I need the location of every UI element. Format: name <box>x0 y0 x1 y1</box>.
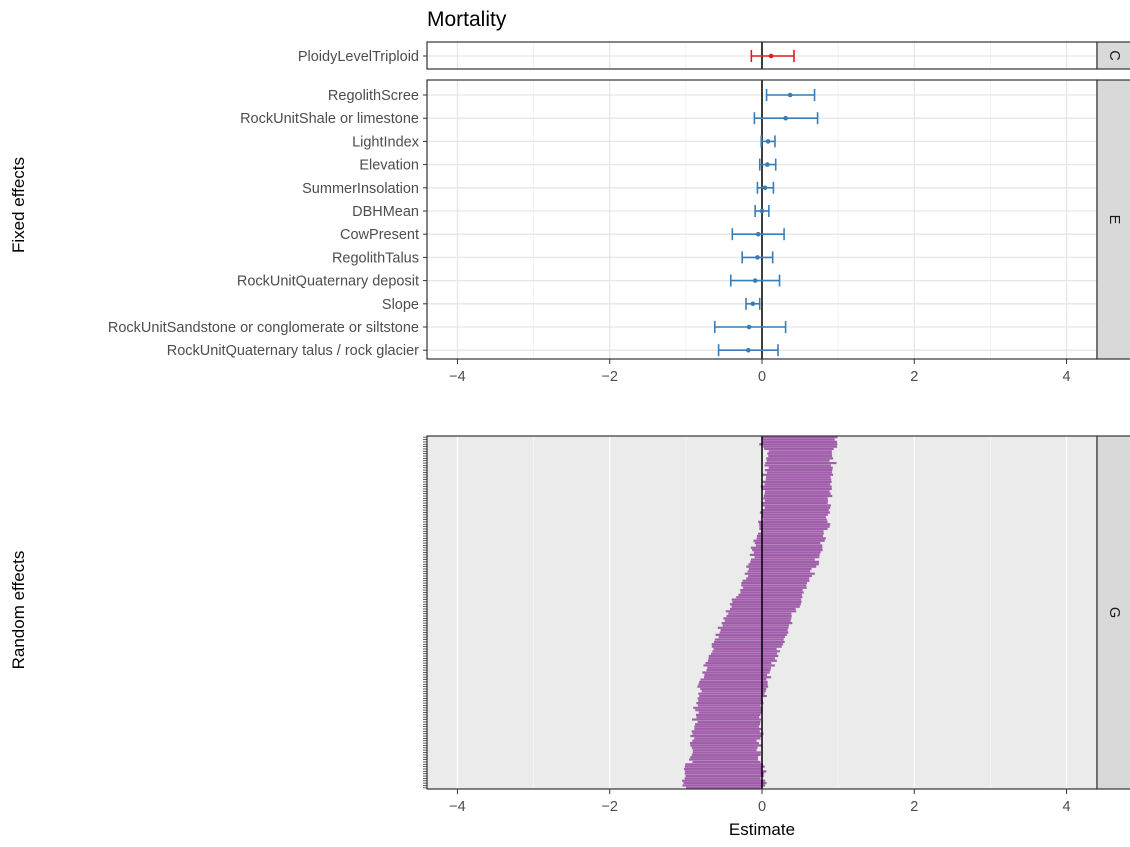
estimate-point <box>759 208 765 214</box>
effect-rockunitshale-or-limestone: RockUnitShale or limestone <box>240 111 819 127</box>
estimate-point <box>787 92 793 98</box>
effect-dbhmean: DBHMean <box>352 204 770 220</box>
y-tick-label: SummerInsolation <box>302 181 419 197</box>
y-tick-label: Elevation <box>359 158 419 174</box>
effect-cowpresent: CowPresent <box>340 227 785 243</box>
y-tick-label: RockUnitSandstone or conglomerate or sil… <box>108 320 419 336</box>
x-tick-label: 2 <box>910 369 918 385</box>
y-tick-label: RegolithScree <box>328 88 419 104</box>
effect-lightindex: LightIndex <box>352 134 776 150</box>
random-effect-ticks <box>423 436 427 789</box>
y-tick-label: RegolithTalus <box>332 250 419 266</box>
random-effect-rows <box>682 436 838 789</box>
effect-rockunitquaternary-deposit: RockUnitQuaternary deposit <box>237 274 781 290</box>
estimate-point <box>783 115 788 121</box>
strip-label: C <box>1106 50 1122 60</box>
estimate-point <box>755 231 761 237</box>
effect-rockunitsandstone-or-conglomerate-or-siltstone: RockUnitSandstone or conglomerate or sil… <box>108 320 787 336</box>
effect-ploidyleveltriploid: PloidyLevelTriploid <box>298 49 795 65</box>
x-axis: −4 −2 0 2 4 <box>449 359 1071 385</box>
x-axis-title: Estimate <box>729 820 795 839</box>
x-tick-label: −2 <box>601 369 618 385</box>
y-tick-label: DBHMean <box>352 204 419 220</box>
x-tick-label: 0 <box>758 799 766 815</box>
facet-strip <box>1096 79 1130 360</box>
panel-G: G −4 −2 0 2 4 <box>423 435 1130 815</box>
effect-regolithscree: RegolithScree <box>328 88 816 104</box>
x-tick-label: −4 <box>449 799 466 815</box>
y-label-fixed-effects: Fixed effects <box>9 157 28 253</box>
effect-slope: Slope <box>382 297 761 313</box>
x-axis: −4 −2 0 2 4 <box>449 789 1071 815</box>
panels-layer: PloidyLevelTriploid C RegolithScree RockUni… <box>108 41 1130 815</box>
strip-label: E <box>1106 215 1122 225</box>
y-tick-label: RockUnitQuaternary talus / rock glacier <box>167 343 419 359</box>
estimate-point <box>752 278 758 283</box>
x-tick-label: −4 <box>449 369 466 385</box>
facet-strip <box>1096 41 1130 70</box>
y-tick-label: RockUnitQuaternary deposit <box>237 274 419 290</box>
x-tick-label: 0 <box>758 369 766 385</box>
estimate-point <box>765 162 770 167</box>
estimate-point <box>765 139 771 144</box>
chart-title: Mortality <box>427 8 507 31</box>
y-label-random-effects: Random effects <box>9 551 28 670</box>
effect-elevation: Elevation <box>359 158 777 174</box>
estimate-point <box>762 185 768 191</box>
y-tick-label: Slope <box>382 297 419 313</box>
panel-C: PloidyLevelTriploid C <box>298 41 1130 70</box>
estimate-point <box>768 53 774 59</box>
x-tick-label: −2 <box>601 799 618 815</box>
strip-label: G <box>1106 607 1122 618</box>
effect-summerinsolation: SummerInsolation <box>302 181 775 197</box>
y-tick-label: PloidyLevelTriploid <box>298 49 419 65</box>
y-tick-label: RockUnitShale or limestone <box>240 111 419 127</box>
y-tick-label: CowPresent <box>340 227 419 243</box>
effect-rockunitquaternary-talus-rock-glacier: RockUnitQuaternary talus / rock glacier <box>167 343 779 359</box>
estimate-point <box>750 301 756 307</box>
estimate-point <box>755 255 760 260</box>
x-tick-label: 4 <box>1063 799 1071 815</box>
facet-strip <box>1096 435 1130 790</box>
panel-E: RegolithScree RockUnitShale or limestone L… <box>108 79 1130 385</box>
y-tick-label: LightIndex <box>352 134 420 150</box>
estimate-point <box>745 347 751 353</box>
x-tick-label: 4 <box>1063 369 1071 385</box>
effect-regolithtalus: RegolithTalus <box>332 250 774 266</box>
x-tick-label: 2 <box>910 799 918 815</box>
estimate-point <box>746 324 752 330</box>
